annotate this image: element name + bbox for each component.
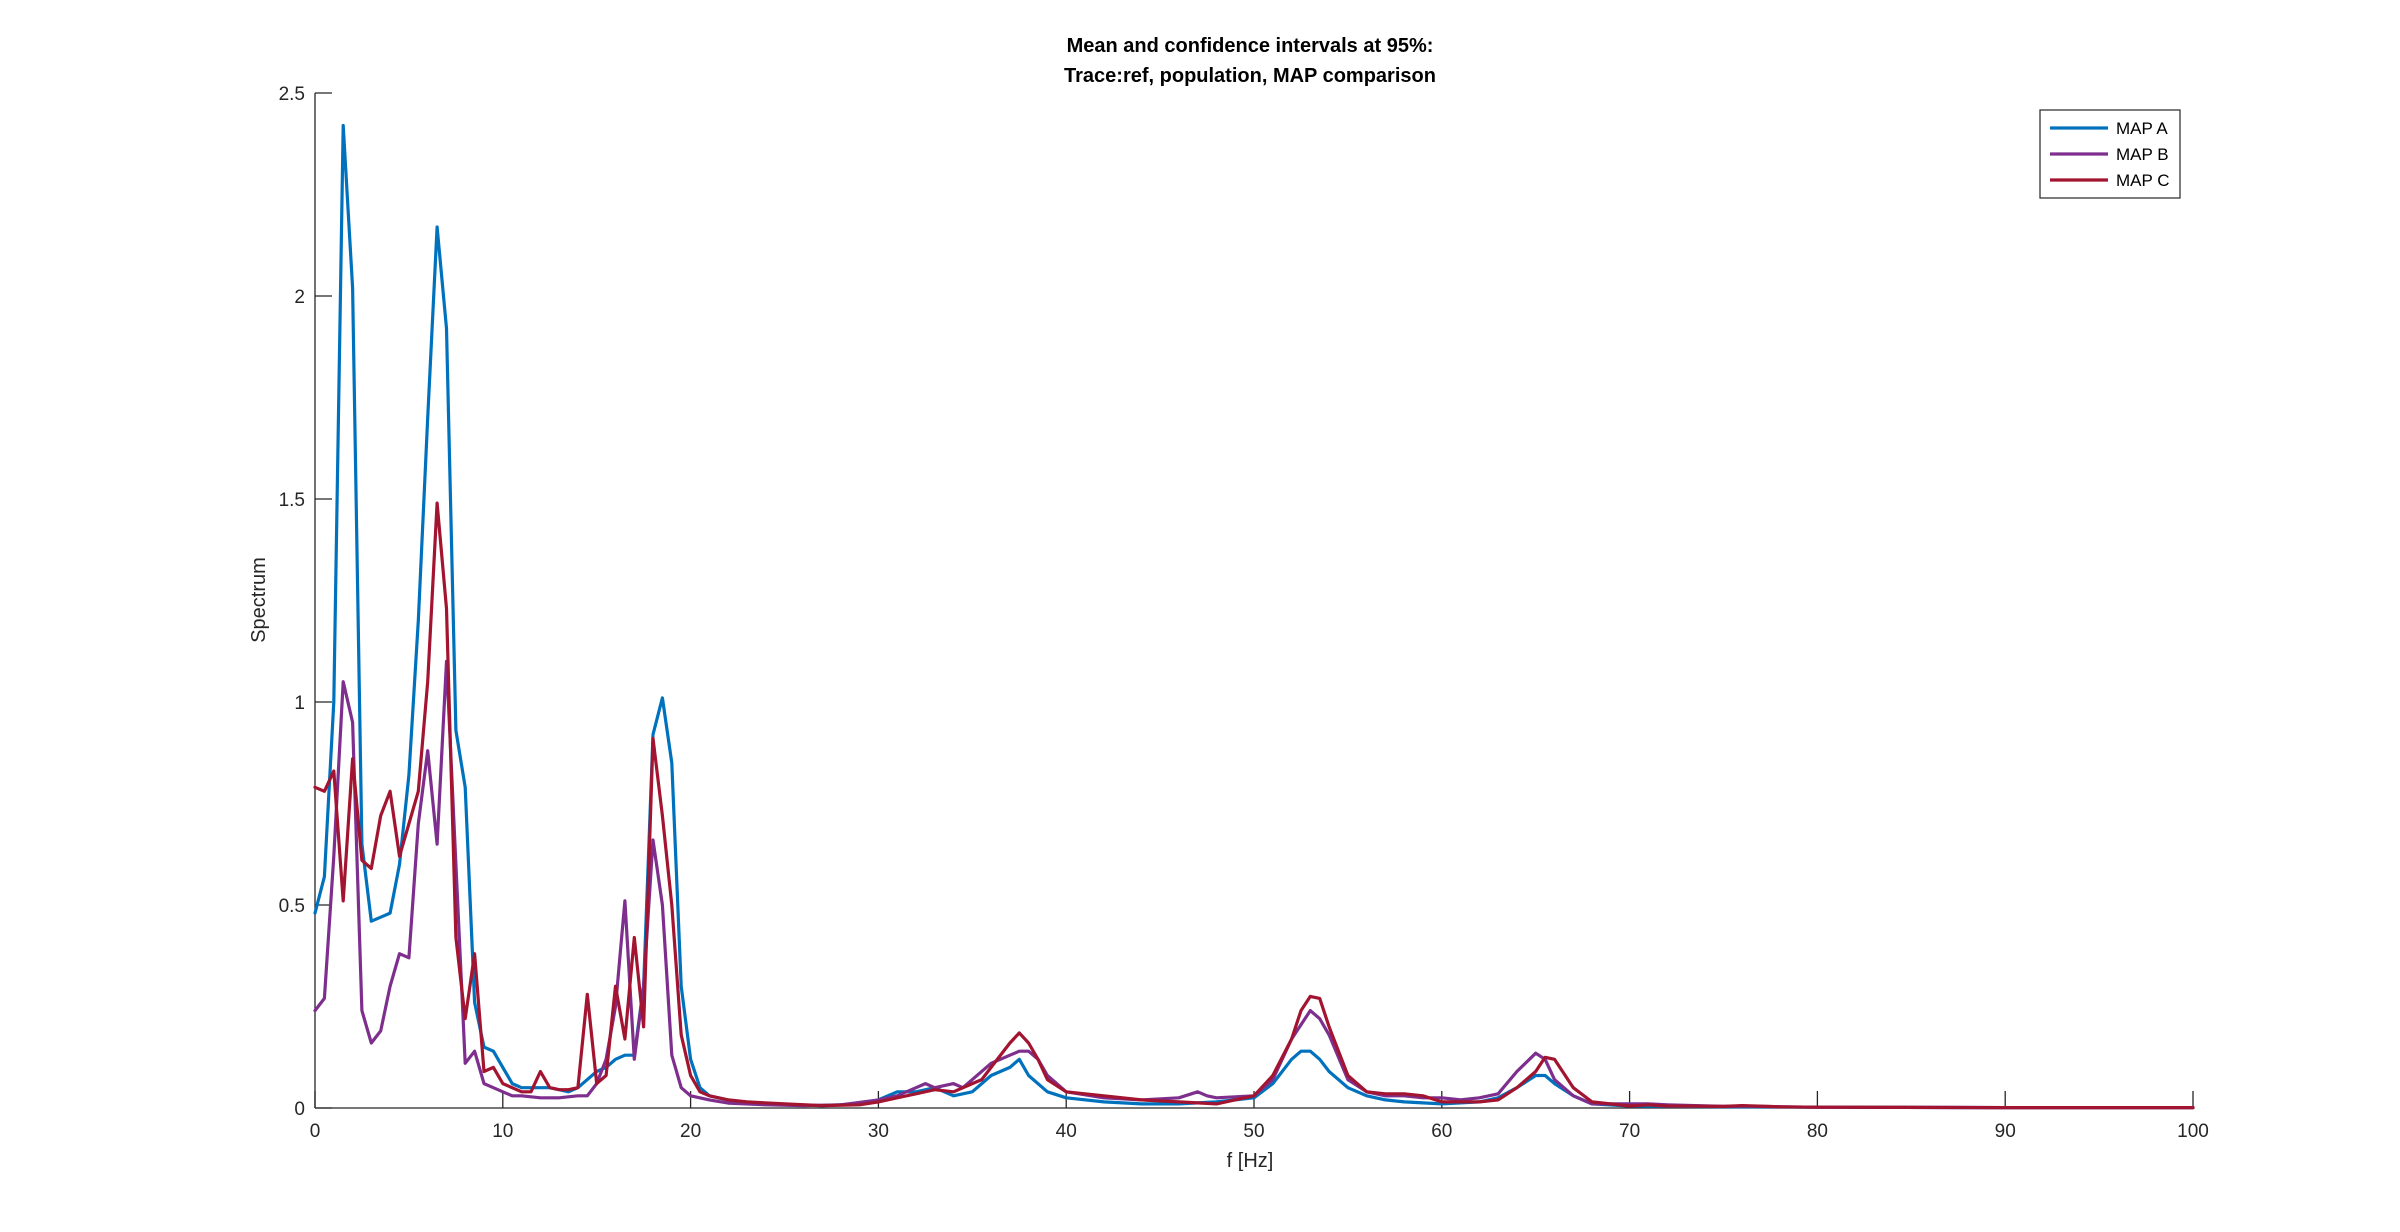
legend-label: MAP B <box>2116 145 2169 164</box>
plot-area: 0 10 20 30 40 50 60 70 80 90 100 0 0.5 1 1.5 2 2.5 <box>279 84 2209 1142</box>
x-tick-label: 100 <box>2177 1121 2209 1142</box>
x-tick-label: 10 <box>492 1121 513 1142</box>
legend-label: MAP C <box>2116 171 2170 190</box>
x-tick-label: 40 <box>1056 1121 1077 1142</box>
legend: MAP A MAP B MAP C <box>2039 109 2181 199</box>
legend-label: MAP A <box>2116 119 2168 138</box>
x-axis-label: f [Hz] <box>1227 1150 1274 1172</box>
y-tick-label: 2 <box>294 287 305 308</box>
series-line-map-c <box>313 501 2195 1110</box>
x-tick-label: 70 <box>1619 1121 1640 1142</box>
x-tick-label: 90 <box>1995 1121 2016 1142</box>
x-tick-label: 30 <box>868 1121 889 1142</box>
x-tick-label: 60 <box>1431 1121 1452 1142</box>
y-axis-label: Spectrum <box>248 557 270 643</box>
y-tick-label: 2.5 <box>279 84 305 105</box>
x-tick-label: 80 <box>1807 1121 1828 1142</box>
x-tick-label: 20 <box>680 1121 701 1142</box>
y-tick-label: 0 <box>294 1099 305 1120</box>
y-tick-label: 0.5 <box>279 896 305 917</box>
chart-title-line-1: Mean and confidence intervals at 95%: <box>1067 35 1434 57</box>
x-tick-label: 0 <box>310 1121 321 1142</box>
series-line-map-b <box>313 659 2195 1110</box>
y-tick-label: 1 <box>294 693 305 714</box>
y-tick-label: 1.5 <box>279 490 305 511</box>
chart-title-line-2: Trace:ref, population, MAP comparison <box>1064 65 1436 87</box>
x-tick-label: 50 <box>1243 1121 1264 1142</box>
